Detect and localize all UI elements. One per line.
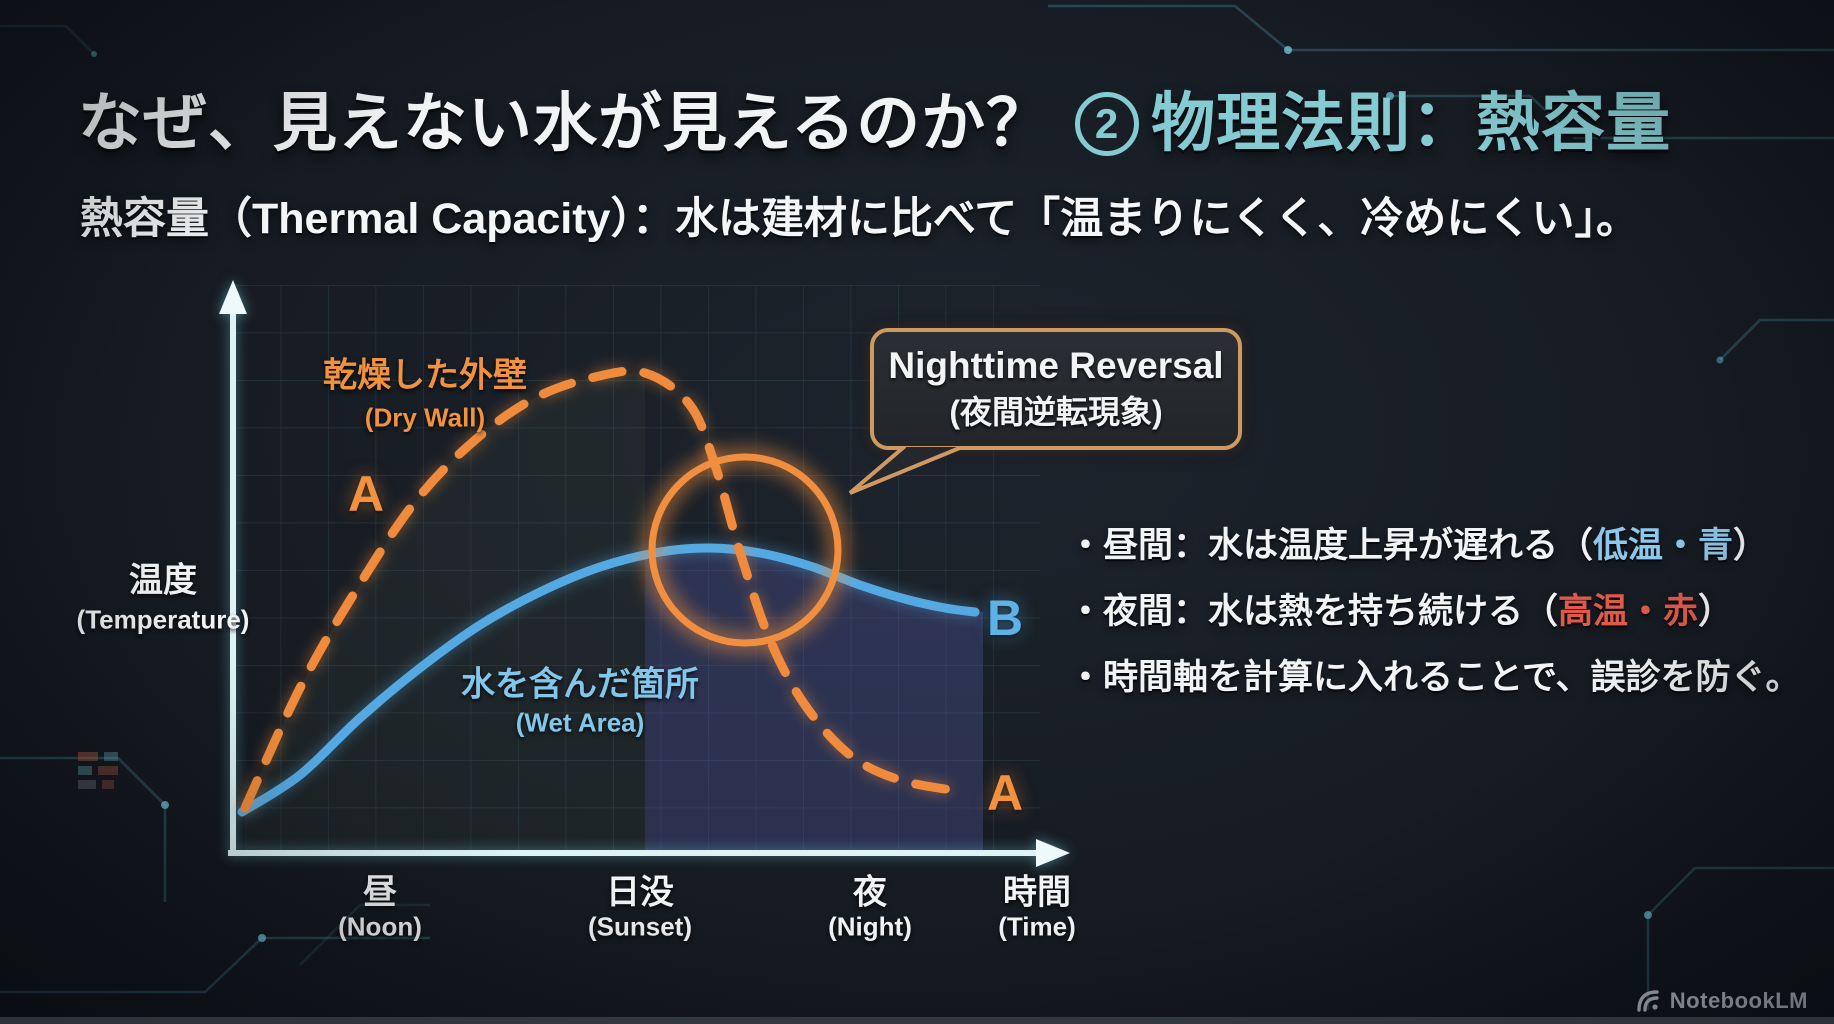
slide-subtitle: 熱容量（Thermal Capacity）：水は建材に比べて「温まりにくく、冷め…: [80, 195, 1640, 243]
notebooklm-logo-icon: [1637, 990, 1659, 1012]
callout-subtitle: (夜間逆転現象): [949, 394, 1163, 430]
x-axis-arrowhead: [1036, 839, 1070, 867]
curve-letter-a-right: A: [986, 765, 1024, 821]
title-number-badge: 2: [1075, 92, 1140, 156]
note-daytime: ・昼間：水は温度上昇が遅れる（低温・青）: [1068, 526, 1769, 565]
note-time-axis: ・時間軸を計算に入れることで、誤診を防ぐ。: [1068, 658, 1801, 697]
title-question: なぜ、見えない水が見えるのか？: [78, 87, 1052, 159]
notebooklm-brand: NotebookLM: [1636, 988, 1808, 1014]
callout-tail-pointer: [848, 446, 964, 495]
x-axis-label-jp: 時間: [1003, 873, 1071, 912]
tick-noon-jp: 昼: [363, 873, 397, 912]
x-axis-label-en: (Time): [998, 911, 1076, 942]
dry-wall-label-jp: 乾燥した外壁: [323, 356, 527, 395]
y-axis-label-jp: 温度: [129, 561, 197, 600]
nighttime-reversal-callout: Nighttime Reversal (夜間逆転現象): [870, 328, 1242, 450]
callout-title: Nighttime Reversal: [888, 345, 1224, 386]
title-topic: 物理法則：熱容量: [1151, 87, 1672, 159]
notebooklm-brand-text: NotebookLM: [1669, 988, 1808, 1013]
note-nighttime-highlight: 高温・赤: [1558, 592, 1699, 631]
note-nighttime: ・夜間：水は熱を持ち続ける（高温・赤）: [1068, 592, 1734, 631]
slide-title: なぜ、見えない水が見えるのか？ 2 物理法則：熱容量: [78, 72, 1671, 164]
tick-night-jp: 夜: [853, 873, 887, 912]
note-daytime-highlight: 低温・青: [1593, 526, 1734, 565]
wet-area-label-en: (Wet Area): [515, 707, 645, 738]
tick-sunset-jp: 日没: [606, 873, 674, 912]
y-axis-label-en: (Temperature): [76, 604, 250, 635]
notes-list: ・昼間：水は温度上昇が遅れる（低温・青） ・夜間：水は熱を持ち続ける（高温・赤）…: [1068, 513, 1801, 711]
curve-letter-a-left: A: [347, 466, 385, 522]
dry-wall-label-en: (Dry Wall): [364, 402, 486, 433]
tick-sunset-en: (Sunset): [588, 911, 692, 942]
tick-night-en: (Night): [828, 911, 912, 942]
wet-area-label-jp: 水を含んだ箇所: [461, 665, 699, 704]
curve-letter-b: B: [986, 590, 1024, 646]
bottom-edge-strip: [0, 1017, 1834, 1024]
tick-noon-en: (Noon): [338, 911, 422, 942]
